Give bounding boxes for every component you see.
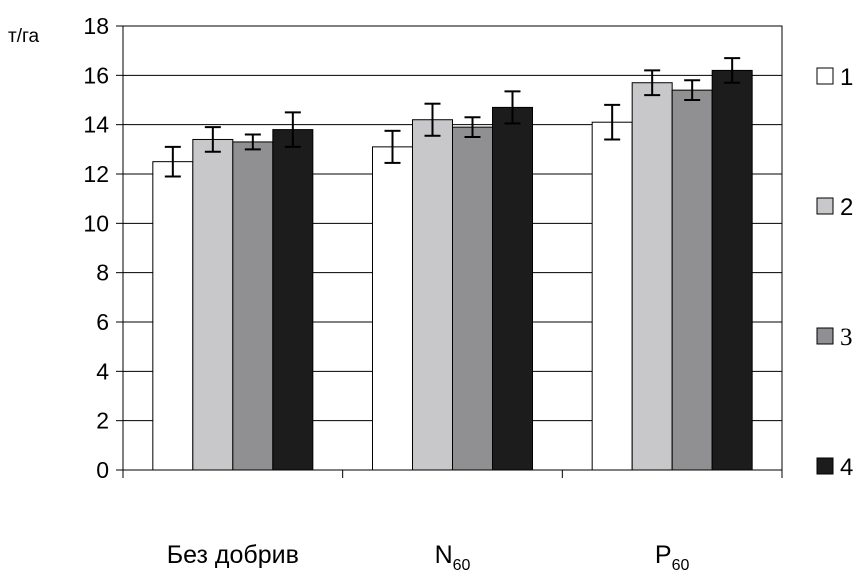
y-tick-label: 4 [96, 358, 109, 384]
y-tick-label: 18 [83, 13, 109, 39]
legend-label: 2 [840, 194, 853, 221]
bars-group [152, 69, 753, 471]
bar-series-1 [152, 161, 194, 471]
legend: 1 2 3 4 [816, 64, 853, 481]
bar-series-2 [631, 82, 673, 471]
x-category-label: Без добрив [167, 541, 299, 569]
y-tick-label: 14 [83, 112, 109, 138]
x-axis: Без добрив N60 P60 [122, 470, 783, 574]
legend-swatch-1 [816, 67, 834, 85]
y-axis: 0 2 4 6 8 10 12 14 16 18 [83, 13, 123, 483]
legend-label: 4 [840, 454, 853, 481]
bar-series-4 [711, 69, 753, 471]
x-category-label: P60 [655, 541, 690, 574]
legend-label: 3 [840, 324, 853, 351]
y-unit-label: т/га [8, 26, 39, 47]
bar-series-2 [412, 119, 453, 471]
y-tick-label: 8 [96, 260, 109, 286]
bar-series-4 [492, 106, 533, 471]
bar-series-3 [232, 141, 274, 471]
y-tick-label: 12 [83, 161, 109, 187]
bar-series-3 [452, 126, 493, 471]
bar-series-4 [272, 129, 314, 471]
legend-swatch-3 [816, 327, 834, 345]
x-category-label: N60 [435, 541, 471, 574]
legend-swatch-4 [816, 457, 834, 475]
error-bars-group [164, 57, 741, 178]
legend-swatch-2 [816, 197, 834, 215]
y-tick-label: 6 [96, 309, 109, 335]
legend-label: 1 [840, 64, 853, 91]
bar-series-2 [192, 138, 234, 471]
y-tick-label: 10 [83, 210, 109, 236]
y-tick-label: 16 [83, 62, 109, 88]
bar-series-1 [372, 146, 413, 471]
bar-series-3 [671, 89, 713, 471]
bar-series-1 [591, 121, 633, 471]
y-tick-label: 0 [96, 457, 109, 483]
y-tick-label: 2 [96, 408, 109, 434]
